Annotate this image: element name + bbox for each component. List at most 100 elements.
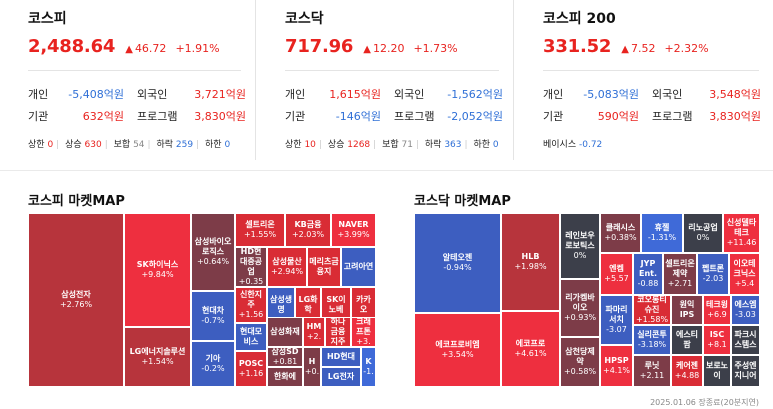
cell-name: LG전자 [327, 372, 355, 381]
index-name[interactable]: 코스닥 [285, 11, 324, 27]
map-cell[interactable]: HD현대 [321, 347, 361, 367]
map-cell[interactable]: 원익IPS [671, 295, 703, 325]
map-cell[interactable]: 파마리서치 -3.07 [600, 295, 633, 345]
cell-name: 원익IPS [679, 300, 695, 319]
map-cell[interactable]: HLB +1.98% [501, 213, 560, 311]
map-cell[interactable]: 코오롱티슈진 +1.58% [633, 295, 671, 325]
kospi-map-title[interactable]: 코스피 마켓MAP [28, 194, 125, 209]
map-cell[interactable]: 레인보우로보틱스 0% [560, 213, 600, 279]
cell-pct: +5.4 [734, 279, 755, 288]
map-cell[interactable]: 휴젤 -1.31% [641, 213, 683, 253]
map-cell[interactable]: 삼성물산 +2.94% [267, 247, 307, 287]
flow-label: 프로그램 [394, 110, 435, 123]
map-cell[interactable]: 하나금융지주 [325, 317, 351, 347]
flow-value: 3,548억원 [709, 88, 761, 101]
map-cell[interactable]: 현대모비스 [235, 323, 267, 351]
flow-value: -2,052억원 [447, 110, 503, 123]
cell-pct: +9.84% [141, 270, 174, 279]
stat-label: 보합 [382, 140, 399, 150]
map-cell[interactable]: 파크시스템스 [731, 325, 760, 355]
map-cell[interactable]: HD현대중공업 +0.35 [235, 247, 267, 287]
map-cell[interactable]: 신성델타테크 +11.46 [723, 213, 760, 253]
map-cell[interactable]: SK하이닉스 +9.84% [124, 213, 191, 327]
change-value: 46.72 [134, 42, 167, 55]
map-cell[interactable]: 기아 -0.2% [191, 341, 235, 387]
map-cell[interactable]: 에스티팜 [671, 325, 703, 355]
map-cell[interactable]: 삼성SD +0.81 [267, 347, 303, 367]
stat-label: 보합 [113, 140, 131, 150]
map-cell[interactable]: 주성엔지니어 [731, 355, 760, 387]
map-cell[interactable]: 삼성바이오로직스 +0.64% [191, 213, 235, 291]
cell-pct: +2.11 [639, 371, 665, 380]
stat-label: 상한 [285, 140, 302, 150]
map-cell[interactable]: ISC +8.1 [703, 325, 731, 355]
cell-name: 펩트론 [701, 264, 725, 273]
map-cell[interactable]: 에코프로비엠 +3.54% [414, 313, 501, 387]
map-cell[interactable]: 리가켐바이오 +0.93% [560, 279, 600, 337]
index-change: ▲ 12.20 [363, 42, 404, 55]
map-cell[interactable]: 현대차 -0.7% [191, 291, 235, 341]
map-cell[interactable]: 루닛 +2.11 [633, 355, 671, 387]
map-cell[interactable]: 신한지주 +1.56 [235, 287, 267, 323]
map-cell[interactable]: 에코프로 +4.61% [501, 311, 560, 387]
map-cell[interactable]: 알테오젠 -0.94% [414, 213, 501, 313]
cell-pct: +0.64% [196, 257, 230, 266]
map-cell[interactable]: 고려아연 [341, 247, 376, 287]
stat-label: 상승 [65, 140, 82, 150]
map-cell[interactable]: 리노공업 0% [683, 213, 723, 253]
cell-name: 신한지주 [239, 290, 263, 309]
index-change: ▲ 46.72 [125, 42, 166, 55]
divider [285, 70, 499, 71]
index-name[interactable]: 코스피 200 [543, 11, 616, 27]
stat-value: 259 [175, 140, 194, 150]
map-cell[interactable]: 셀트리온제약 +2.71 [663, 253, 697, 295]
up-triangle-icon: ▲ [125, 44, 133, 55]
cell-name: JYP Ent. [638, 259, 658, 278]
map-cell[interactable]: 클래시스 +0.38% [600, 213, 641, 253]
map-cell[interactable]: 삼천당제약 +0.58% [560, 337, 600, 387]
cell-pct: +0. [304, 367, 320, 376]
flow-value: 3,830억원 [709, 110, 761, 123]
map-cell[interactable]: KB금융 +2.03% [285, 213, 331, 247]
up-triangle-icon: ▲ [621, 44, 629, 55]
map-cell[interactable]: 에스엠 -3.03 [731, 295, 760, 325]
map-cell[interactable]: 한화에 [267, 367, 303, 387]
map-cell[interactable]: NAVER +3.99% [331, 213, 376, 247]
map-cell[interactable]: 삼성화재 [267, 317, 303, 347]
cell-name: 케어젠 [675, 361, 699, 370]
index-percent: +1.91% [175, 42, 220, 55]
cell-pct: +11.46 [726, 238, 757, 247]
map-cell[interactable]: 셀트리온 +1.55% [235, 213, 285, 247]
map-cell[interactable]: 삼성전자 +2.76% [28, 213, 124, 387]
cell-pct: -1. [363, 367, 374, 376]
cell-pct: +5.57 [604, 274, 629, 283]
map-cell[interactable]: K -1. [361, 347, 376, 387]
flow-value: 3,830억원 [194, 110, 246, 123]
map-cell[interactable]: 실리콘투 -3.18% [633, 325, 671, 355]
map-cell[interactable]: JYP Ent. -0.88 [633, 253, 663, 295]
map-cell[interactable]: 케어젠 +4.88 [671, 355, 703, 387]
map-cell[interactable]: H +0. [303, 347, 321, 387]
map-cell[interactable]: 크래프톤 +3. [351, 317, 376, 347]
cell-pct: +0.35 [238, 277, 264, 286]
stat-value: 10 [304, 140, 316, 150]
divider [28, 70, 241, 71]
change-value: 7.52 [630, 42, 656, 55]
map-cell[interactable]: 메리츠금융지 [307, 247, 341, 287]
map-cell[interactable]: 테크윙 +6.9 [703, 295, 731, 325]
kosdaq-map-title[interactable]: 코스닥 마켓MAP [414, 194, 511, 209]
map-cell[interactable]: LG전자 [321, 367, 361, 387]
map-cell[interactable]: HM +2. [303, 317, 325, 347]
map-cell[interactable]: LG에너지솔루션 +1.54% [124, 327, 191, 387]
index-name[interactable]: 코스피 [28, 11, 67, 27]
cell-name: 에코프로 [515, 339, 546, 348]
change-value: 12.20 [372, 42, 405, 55]
map-cell[interactable]: HPSP +4.1% [600, 345, 633, 387]
map-cell[interactable]: 보로노이 [703, 355, 731, 387]
map-cell[interactable]: 펩트론 -2.03 [697, 253, 729, 295]
kosdaq-market-map: 알테오젠 -0.94% 에코프로비엠 +3.54% HLB +1.98% 에코프로 +4… [414, 213, 760, 387]
map-cell[interactable]: 엔켐 +5.57 [600, 253, 633, 295]
map-cell[interactable]: POSC +1.16 [235, 351, 267, 387]
flow-label: 프로그램 [652, 110, 693, 123]
map-cell[interactable]: 이오테크닉스 +5.4 [729, 253, 760, 295]
